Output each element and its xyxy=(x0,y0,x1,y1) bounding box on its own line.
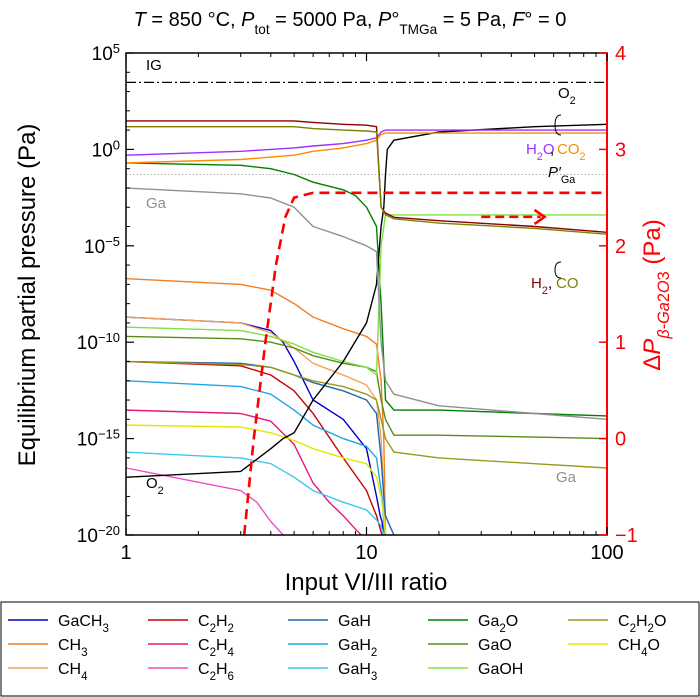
legend-label-GaH2: GaH2 xyxy=(338,637,377,659)
chart-title: T = 850 °C, Ptot = 5000 Pa, P°TMGa = 5 P… xyxy=(134,9,567,37)
series-line-GaH2 xyxy=(126,380,386,535)
series-line-H2O xyxy=(126,129,607,156)
series-line-GaCH3 xyxy=(126,316,385,535)
y2-tick-label: 4 xyxy=(615,43,626,65)
y-tick-label: 10−10 xyxy=(77,330,120,355)
annotation-0: IG xyxy=(146,57,162,74)
legend-label-C2H6: C2H6 xyxy=(198,661,234,683)
series-line-Ga2O xyxy=(126,162,607,417)
series-line-H2 xyxy=(126,120,607,233)
x-tick-label: 100 xyxy=(590,542,623,564)
series-line-CH4O xyxy=(126,424,387,535)
y2-tick-label: −1 xyxy=(615,525,638,547)
legend-label-GaH3: GaH3 xyxy=(338,661,377,683)
legend-label-Ga2O: Ga2O xyxy=(478,613,518,635)
legend-label-CH3: CH3 xyxy=(58,637,88,659)
brace-1 xyxy=(554,261,562,279)
brace-0 xyxy=(554,114,562,136)
legend-label-GaO: GaO xyxy=(478,637,512,654)
series-line-CO2 xyxy=(126,132,607,164)
annotation-separator: , xyxy=(548,275,552,292)
legend-label-CH4O: CH4O xyxy=(618,637,660,659)
legend-label-C2H2O: C2H2O xyxy=(618,613,666,635)
y2-tick-label: 2 xyxy=(615,236,626,258)
y-tick-label: 10−15 xyxy=(77,426,120,451)
series-line-GaH3 xyxy=(126,451,385,535)
plot-area: 1 10 10010510010−510−1010−1510−2043210−1IG… xyxy=(77,41,638,565)
delta-p-line xyxy=(242,191,607,535)
y-tick-label: 10−20 xyxy=(77,523,120,548)
y-axis-label: Equilibrium partial pressure (Pa) xyxy=(14,124,41,467)
legend: GaCH3 C2H2 GaH Ga2O C2H2O CH3 C2H4 GaH2 GaO CH4O C… xyxy=(0,601,700,697)
legend-label-GaH: GaH xyxy=(338,613,371,630)
annotation-7: CO xyxy=(556,275,579,292)
arrow-head xyxy=(533,208,547,225)
series-line-Ga xyxy=(126,187,607,420)
x-axis-label: Input VI/III ratio xyxy=(285,569,448,596)
series-line-C2H2O xyxy=(126,360,607,469)
annotation-2: H2O xyxy=(526,141,555,163)
annotation-4: P′Ga xyxy=(548,164,575,186)
annotation-8: O2 xyxy=(146,475,164,497)
series-line-GaO xyxy=(126,335,607,440)
annotation-3: CO2 xyxy=(557,141,586,163)
series-line-GaOH xyxy=(126,214,607,376)
legend-frame xyxy=(0,601,700,697)
y2-tick-label: 0 xyxy=(615,429,626,451)
series-line-CH4 xyxy=(126,316,387,535)
legend-label-CH4: CH4 xyxy=(58,661,88,683)
y2-tick-label: 3 xyxy=(615,139,626,161)
y-tick-label: 10−5 xyxy=(84,233,120,257)
legend-label-GaCH3: GaCH3 xyxy=(58,613,109,635)
y2-tick-label: 1 xyxy=(615,332,626,354)
y2-axis-label: ΔPβ-Ga2O3 (Pa) xyxy=(639,219,673,370)
legend-label-C2H2: C2H2 xyxy=(198,613,234,635)
y-tick-label: 100 xyxy=(92,137,120,162)
annotation-9: Ga xyxy=(556,469,577,486)
annotation-1: O2 xyxy=(558,85,576,107)
annotation-separator: , xyxy=(550,141,554,158)
series-line-C2H4 xyxy=(126,409,362,535)
series-line-C2H2 xyxy=(126,360,383,535)
series-line-CH3 xyxy=(126,277,387,535)
series-line-C2H6 xyxy=(126,467,284,535)
x-tick-label: 1 xyxy=(120,542,131,564)
y-tick-label: 105 xyxy=(92,41,120,66)
x-tick-label: 10 xyxy=(355,542,377,564)
series-line-O2 xyxy=(126,123,607,478)
legend-label-GaOH: GaOH xyxy=(478,661,523,678)
legend-label-C2H4: C2H4 xyxy=(198,637,235,659)
annotation-6: H2 xyxy=(531,275,548,297)
annotation-5: Ga xyxy=(146,195,167,212)
series-line-CO xyxy=(126,125,607,235)
